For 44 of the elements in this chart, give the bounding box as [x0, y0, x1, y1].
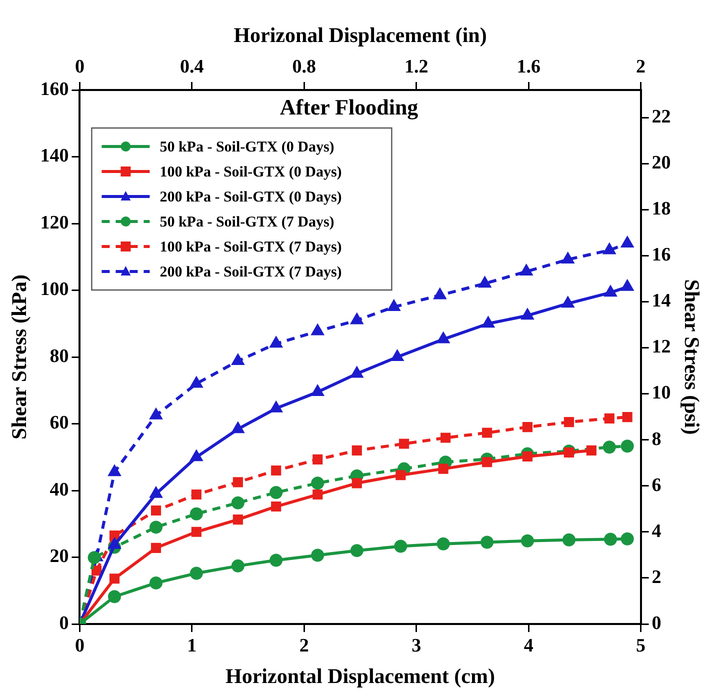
- y2-tick-label: 12: [652, 336, 671, 358]
- y-tick-label: 20: [50, 546, 69, 568]
- y-tick-label: 120: [40, 212, 69, 234]
- y-tick-label: 80: [50, 346, 69, 367]
- x2-tick-label: 0.8: [292, 56, 316, 78]
- x-axis-title: Horizontal Displacement (cm): [226, 664, 495, 688]
- y-tick-label: 160: [40, 78, 69, 100]
- x-tick-label: 3: [412, 635, 422, 656]
- y2-axis-title: Shear Stress (psi): [680, 279, 704, 435]
- x-tick-label: 1: [187, 635, 197, 656]
- x2-axis-title: Horizonal Displacement (in): [234, 23, 487, 48]
- legend-label: 50 kPa - Soil-GTX (7 Days): [160, 214, 334, 230]
- y2-tick-label: 18: [652, 198, 671, 220]
- legend-label: 100 kPa - Soil-GTX (7 Days): [160, 239, 342, 256]
- y-axis-title: Shear Stress (kPa): [7, 274, 32, 440]
- y-tick-label: 60: [50, 412, 69, 434]
- x2-tick-label: 1.6: [516, 56, 540, 78]
- x2-tick-label: 0.4: [180, 56, 204, 78]
- y2-tick-label: 16: [652, 244, 671, 266]
- y2-tick-label: 2: [652, 566, 662, 588]
- y-tick-label: 140: [40, 146, 69, 167]
- x-tick-label: 0: [74, 635, 84, 656]
- y2-tick-label: 10: [652, 382, 671, 404]
- legend-label: 100 kPa - Soil-GTX (0 Days): [160, 164, 342, 180]
- x-tick-label: 5: [636, 635, 646, 656]
- x2-tick-label: 0: [74, 56, 84, 78]
- y2-tick-label: 4: [652, 520, 662, 542]
- y2-tick-label: 20: [652, 152, 671, 174]
- legend-label: 50 kPa - Soil-GTX (0 Days): [160, 139, 334, 156]
- y-tick-label: 100: [40, 279, 69, 300]
- x2-tick-label: 2: [636, 56, 646, 78]
- y2-tick-label: 22: [652, 106, 671, 128]
- y-tick-label: 0: [59, 612, 69, 634]
- chart-title: After Flooding: [280, 94, 418, 120]
- y2-tick-label: 8: [652, 428, 662, 450]
- y2-tick-label: 14: [652, 290, 672, 312]
- legend-label: 200 kPa - Soil-GTX (0 Days): [160, 189, 342, 206]
- x2-tick-label: 1.2: [404, 56, 428, 78]
- y-tick-label: 40: [50, 479, 69, 500]
- legend-label: 200 kPa - Soil-GTX (7 Days): [160, 264, 342, 280]
- x-tick-label: 4: [524, 635, 534, 656]
- y2-tick-label: 0: [652, 612, 662, 634]
- x-tick-label: 2: [299, 635, 309, 656]
- y2-tick-label: 6: [652, 474, 662, 496]
